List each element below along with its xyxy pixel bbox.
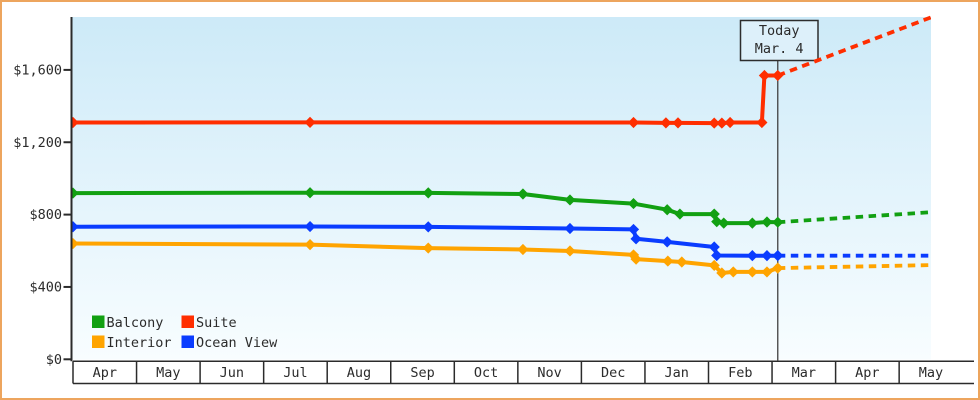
data-point-balcony[interactable] [661, 204, 673, 216]
month-label: Apr [93, 365, 117, 381]
data-point-suite[interactable] [67, 116, 79, 129]
data-point-interior[interactable] [662, 255, 674, 267]
y-axis-tick-label: $1,600 [13, 62, 62, 78]
legend-label: Interior [107, 335, 172, 351]
month-label: Oct [474, 365, 498, 381]
y-axis-tick-label: $0 [46, 352, 62, 368]
month-label: Jun [220, 365, 244, 381]
data-point-balcony[interactable] [517, 188, 529, 200]
data-point-ocean-view[interactable] [772, 250, 784, 262]
data-point-balcony[interactable] [304, 187, 316, 199]
data-point-suite[interactable] [772, 69, 784, 82]
legend-item-suite[interactable]: Suite [181, 315, 237, 331]
data-point-ocean-view[interactable] [708, 241, 720, 253]
legend-item-ocean-view[interactable]: Ocean View [181, 335, 279, 351]
legend-swatch [181, 335, 194, 348]
data-point-balcony[interactable] [718, 217, 730, 229]
legend: Balcony Suite Interior Ocean View [92, 315, 278, 351]
data-point-suite[interactable] [304, 116, 316, 128]
data-point-suite[interactable] [716, 117, 728, 129]
data-point-balcony[interactable] [711, 216, 723, 228]
series-projection-suite [777, 15, 931, 78]
data-point-interior[interactable] [746, 266, 758, 278]
data-point-interior[interactable] [761, 266, 773, 278]
data-point-interior[interactable] [517, 243, 529, 256]
legend-swatch [92, 335, 105, 348]
data-point-suite[interactable] [724, 116, 736, 129]
data-point-ocean-view[interactable] [761, 250, 773, 262]
data-point-suite[interactable] [627, 116, 640, 129]
y-axis-tick-label: $400 [29, 279, 62, 295]
legend-item-balcony[interactable]: Balcony [92, 315, 163, 331]
data-point-balcony[interactable] [67, 187, 79, 199]
today-flag-title: Today [759, 23, 800, 39]
data-point-suite[interactable] [756, 116, 768, 129]
month-label: Nov [537, 365, 561, 381]
data-point-interior[interactable] [422, 242, 434, 254]
data-point-interior[interactable] [67, 237, 79, 250]
data-point-ocean-view[interactable] [67, 221, 79, 233]
month-label: Dec [601, 365, 625, 381]
y-axis-tick-label: $800 [29, 207, 62, 223]
legend-label: Balcony [107, 315, 164, 331]
data-point-ocean-view[interactable] [661, 236, 673, 248]
data-point-interior[interactable] [676, 256, 688, 268]
data-point-interior[interactable] [304, 239, 316, 251]
data-point-ocean-view[interactable] [630, 233, 642, 245]
month-label: Aug [347, 365, 371, 381]
today-flag-date: Mar. 4 [755, 41, 804, 57]
data-point-balcony[interactable] [627, 197, 640, 210]
data-point-balcony[interactable] [564, 194, 576, 206]
data-point-balcony[interactable] [772, 216, 784, 228]
legend-label: Suite [196, 315, 237, 331]
data-point-interior[interactable] [708, 259, 720, 272]
data-point-ocean-view[interactable] [304, 220, 316, 233]
y-axis-tick-label: $1,200 [13, 135, 62, 151]
data-point-ocean-view[interactable] [564, 222, 576, 235]
today-flag: Today Mar. 4 [739, 19, 819, 62]
data-point-balcony[interactable] [422, 187, 434, 199]
data-point-interior[interactable] [564, 245, 576, 257]
data-point-balcony[interactable] [761, 216, 773, 228]
legend-label: Ocean View [196, 335, 278, 351]
month-label: Jul [283, 365, 307, 381]
legend-item-interior[interactable]: Interior [92, 335, 172, 351]
data-point-ocean-view[interactable] [746, 250, 758, 262]
month-label: Sep [410, 365, 434, 381]
data-point-interior[interactable] [772, 262, 784, 274]
today-flag-box [739, 19, 819, 62]
data-point-ocean-view[interactable] [422, 221, 434, 233]
data-point-interior[interactable] [716, 267, 728, 279]
data-point-suite[interactable] [758, 69, 771, 82]
data-point-interior[interactable] [630, 253, 642, 265]
month-label: Mar [792, 365, 816, 381]
month-label: Apr [855, 365, 879, 381]
plot-area [72, 17, 931, 360]
data-point-balcony[interactable] [674, 208, 686, 220]
month-label: Jan [665, 365, 689, 381]
series-layer [67, 15, 931, 279]
data-point-suite[interactable] [708, 117, 720, 129]
data-point-ocean-view[interactable] [627, 223, 640, 236]
legend-swatch [181, 315, 194, 328]
month-label: Feb [728, 365, 752, 381]
data-point-suite[interactable] [672, 117, 684, 129]
data-point-ocean-view[interactable] [711, 249, 723, 262]
data-point-balcony[interactable] [708, 208, 720, 220]
month-label: May [156, 365, 180, 381]
month-label: May [919, 365, 943, 381]
legend-swatch [92, 315, 105, 328]
data-point-interior[interactable] [727, 266, 739, 278]
data-point-balcony[interactable] [746, 217, 758, 229]
data-point-suite[interactable] [660, 117, 672, 129]
